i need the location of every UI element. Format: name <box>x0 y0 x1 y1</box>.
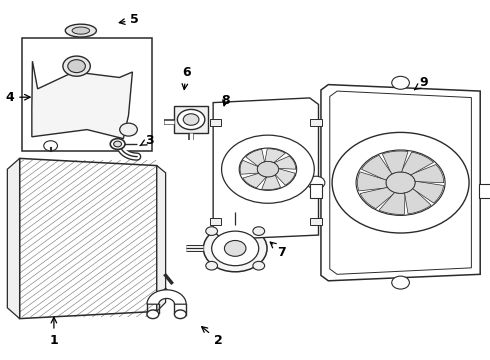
Polygon shape <box>330 91 471 274</box>
Circle shape <box>177 109 205 130</box>
Polygon shape <box>401 152 434 175</box>
Circle shape <box>206 261 218 270</box>
Text: 9: 9 <box>415 76 428 90</box>
Circle shape <box>120 123 137 136</box>
Circle shape <box>44 141 57 151</box>
Circle shape <box>206 227 218 235</box>
Text: 3: 3 <box>140 134 154 147</box>
Circle shape <box>212 231 259 266</box>
Polygon shape <box>274 156 296 169</box>
Polygon shape <box>147 290 186 304</box>
Polygon shape <box>246 149 265 166</box>
Polygon shape <box>411 165 444 183</box>
Text: 6: 6 <box>182 66 191 89</box>
Polygon shape <box>265 149 285 163</box>
Polygon shape <box>65 24 97 37</box>
Bar <box>310 119 322 126</box>
Circle shape <box>221 135 314 203</box>
Circle shape <box>68 60 85 73</box>
Bar <box>310 218 322 225</box>
Polygon shape <box>157 166 166 311</box>
Circle shape <box>239 148 296 190</box>
Circle shape <box>307 176 325 189</box>
Polygon shape <box>243 173 266 188</box>
Circle shape <box>224 240 246 256</box>
Text: 1: 1 <box>49 318 58 347</box>
Bar <box>310 184 322 198</box>
Polygon shape <box>360 188 395 209</box>
Circle shape <box>147 310 159 319</box>
Circle shape <box>63 56 90 76</box>
Text: 2: 2 <box>202 327 222 347</box>
Bar <box>210 119 221 126</box>
Circle shape <box>110 139 125 149</box>
Circle shape <box>114 141 122 147</box>
Text: 5: 5 <box>119 13 139 26</box>
Polygon shape <box>32 61 132 139</box>
Text: 8: 8 <box>221 94 230 107</box>
Circle shape <box>253 227 265 235</box>
Polygon shape <box>357 172 388 191</box>
Circle shape <box>392 76 410 89</box>
Bar <box>22 38 152 151</box>
Polygon shape <box>240 160 259 174</box>
Circle shape <box>257 161 279 177</box>
Text: 4: 4 <box>5 91 30 104</box>
Circle shape <box>356 150 445 215</box>
Polygon shape <box>262 175 281 190</box>
Polygon shape <box>413 181 443 203</box>
Circle shape <box>203 225 267 272</box>
Circle shape <box>253 261 265 270</box>
Polygon shape <box>213 98 318 239</box>
Polygon shape <box>72 27 90 34</box>
Circle shape <box>174 310 186 319</box>
Circle shape <box>183 114 199 125</box>
Polygon shape <box>275 169 295 185</box>
Circle shape <box>332 132 469 233</box>
Bar <box>210 218 221 225</box>
Polygon shape <box>7 158 20 319</box>
Bar <box>479 184 490 198</box>
Polygon shape <box>321 85 480 281</box>
Polygon shape <box>362 155 392 180</box>
Polygon shape <box>405 188 431 214</box>
Text: 7: 7 <box>270 242 286 258</box>
Polygon shape <box>382 151 408 174</box>
Polygon shape <box>379 193 405 215</box>
Polygon shape <box>174 106 208 133</box>
Circle shape <box>392 276 410 289</box>
Circle shape <box>386 172 415 194</box>
Polygon shape <box>20 158 157 319</box>
